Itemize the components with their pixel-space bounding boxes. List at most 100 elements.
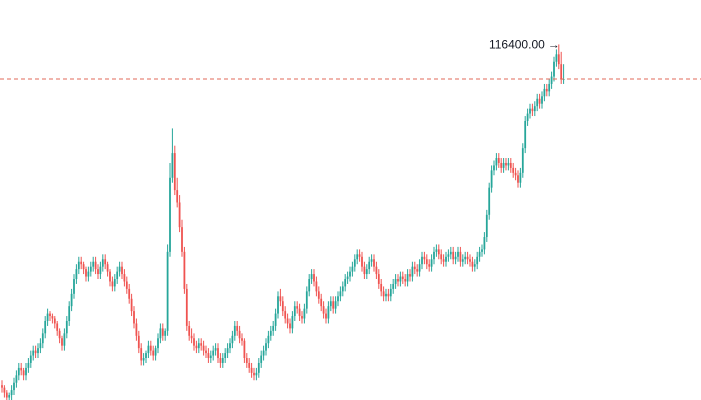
candle-body-up bbox=[73, 279, 75, 294]
candle-body-down bbox=[423, 256, 426, 260]
candle-body-down bbox=[135, 323, 138, 336]
candle-body-up bbox=[8, 395, 11, 398]
max-price-label: 116400.00 bbox=[489, 37, 545, 51]
candle-body-up bbox=[13, 382, 15, 391]
candle-body-up bbox=[113, 279, 116, 287]
candle-body-up bbox=[524, 120, 527, 149]
candle-body-down bbox=[85, 269, 87, 277]
candle-body-down bbox=[121, 266, 123, 275]
candle-body-down bbox=[238, 330, 241, 339]
candle-body-up bbox=[229, 343, 231, 349]
candle-body-up bbox=[260, 355, 263, 363]
candle-body-down bbox=[149, 345, 152, 351]
candle-body-down bbox=[185, 288, 188, 326]
candle-body-up bbox=[10, 390, 13, 396]
candle-body-down bbox=[281, 301, 284, 312]
candle-body-up bbox=[308, 279, 311, 292]
candle-body-up bbox=[70, 293, 73, 307]
candle-body-up bbox=[329, 301, 332, 307]
candle-body-up bbox=[39, 343, 42, 349]
candle-body-up bbox=[159, 328, 162, 339]
candle-body-down bbox=[241, 338, 243, 341]
candle-body-down bbox=[375, 266, 378, 275]
candle-body-down bbox=[202, 345, 205, 351]
candle-body-down bbox=[440, 254, 443, 260]
candle-body-up bbox=[262, 350, 265, 356]
candle-body-down bbox=[382, 291, 385, 297]
candle-body-down bbox=[471, 261, 474, 267]
candle-body-down bbox=[428, 264, 431, 267]
candle-body-down bbox=[545, 88, 548, 92]
candle-body-up bbox=[267, 335, 270, 344]
candle-body-up bbox=[529, 108, 531, 114]
candle-body-up bbox=[29, 355, 32, 363]
candle-body-down bbox=[313, 274, 315, 282]
candle-body-down bbox=[125, 281, 128, 289]
candle-body-up bbox=[118, 266, 121, 272]
candle-body-down bbox=[94, 261, 97, 270]
candle-body-down bbox=[236, 325, 239, 331]
candle-body-down bbox=[1, 385, 3, 388]
candle-body-up bbox=[46, 313, 49, 321]
candle-body-up bbox=[454, 256, 457, 260]
candle-body-up bbox=[303, 308, 306, 319]
candle-body-up bbox=[478, 251, 481, 257]
candle-body-down bbox=[128, 288, 131, 299]
candle-body-down bbox=[538, 98, 541, 104]
candle-body-up bbox=[555, 54, 558, 62]
candle-body-down bbox=[301, 316, 303, 319]
candle-body-down bbox=[279, 296, 282, 302]
candle-body-up bbox=[392, 283, 395, 289]
candle-body-down bbox=[97, 269, 99, 275]
candle-body-down bbox=[373, 259, 375, 267]
candle-body-down bbox=[409, 274, 411, 277]
candle-body-up bbox=[483, 237, 486, 250]
candle-body-down bbox=[20, 367, 23, 371]
candle-body-down bbox=[22, 370, 25, 376]
candle-body-up bbox=[233, 325, 236, 336]
candle-body-down bbox=[452, 251, 455, 260]
candle-body-up bbox=[269, 330, 272, 336]
candle-body-up bbox=[142, 358, 145, 361]
candle-body-down bbox=[325, 313, 327, 319]
candle-body-down bbox=[82, 264, 85, 270]
candle-body-down bbox=[205, 350, 207, 354]
candle-body-down bbox=[401, 276, 404, 280]
candle-body-up bbox=[385, 293, 387, 297]
candle-body-up bbox=[305, 291, 308, 309]
candle-body-up bbox=[449, 251, 452, 255]
candle-body-up bbox=[147, 345, 150, 354]
candle-body-up bbox=[521, 148, 524, 173]
candle-body-up bbox=[197, 343, 200, 349]
candle-body-down bbox=[56, 323, 59, 331]
candle-body-down bbox=[416, 269, 419, 272]
candle-body-down bbox=[152, 350, 155, 356]
candle-body-up bbox=[221, 358, 224, 363]
candle-body-up bbox=[536, 98, 539, 107]
candle-body-up bbox=[255, 372, 258, 376]
candle-body-down bbox=[250, 367, 253, 373]
candle-body-down bbox=[61, 338, 63, 346]
candle-body-down bbox=[51, 316, 54, 319]
candle-body-down bbox=[514, 172, 517, 176]
candle-body-down bbox=[133, 311, 135, 324]
candle-body-up bbox=[274, 313, 277, 326]
candle-body-up bbox=[65, 320, 68, 334]
candle-body-down bbox=[243, 340, 246, 359]
candle-body-down bbox=[505, 162, 507, 166]
candle-body-down bbox=[322, 306, 325, 314]
candle-body-up bbox=[399, 276, 402, 282]
candle-body-up bbox=[365, 269, 368, 275]
candle-body-up bbox=[92, 261, 95, 267]
candle-body-up bbox=[485, 214, 488, 238]
candle-body-up bbox=[337, 296, 339, 302]
candle-body-up bbox=[461, 259, 464, 262]
candle-body-down bbox=[377, 274, 380, 284]
candle-body-down bbox=[404, 279, 407, 282]
candle-body-up bbox=[349, 271, 351, 277]
candle-body-up bbox=[32, 350, 35, 356]
candle-body-up bbox=[27, 362, 30, 368]
candle-body-up bbox=[293, 306, 296, 317]
candle-body-up bbox=[257, 362, 260, 373]
candle-body-up bbox=[543, 88, 546, 97]
